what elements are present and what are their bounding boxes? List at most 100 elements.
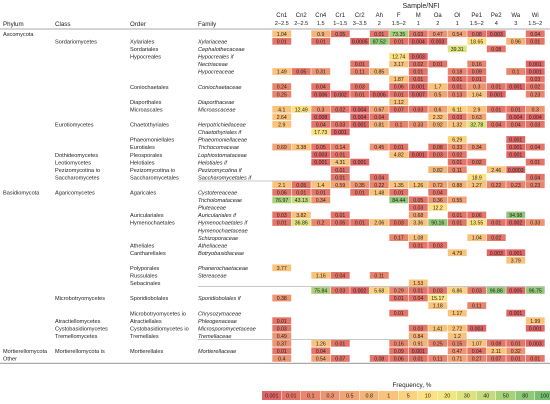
cell-value: 0.03 [277, 213, 287, 219]
heatmap-cell [467, 339, 487, 347]
cell-value: 0.22 [491, 183, 501, 189]
heatmap-cell [408, 347, 428, 355]
heatmap-cell [447, 287, 467, 294]
legend-swatch [281, 391, 301, 400]
heatmap-cell [369, 121, 389, 128]
heatmap-cell [525, 105, 545, 113]
heatmap-cell [350, 90, 370, 98]
heatmap-cell [330, 151, 350, 158]
column-nfi-label: 2 [436, 21, 439, 27]
heatmap-cell [311, 219, 331, 226]
cell-value: 1.32 [452, 122, 462, 128]
heatmap-cell [506, 181, 526, 189]
heatmap-cell [389, 181, 409, 189]
heatmap-cell [506, 113, 526, 121]
heatmap-cell [525, 113, 545, 121]
cell-value: 0.06 [277, 190, 287, 196]
row-class-label: Eurotiomycetes [55, 123, 94, 129]
row-phylum-label: Mortierellomycota [3, 349, 48, 355]
row-order-label: Atractiellales [130, 319, 162, 325]
cell-value: 0.01 [530, 160, 540, 166]
heatmap-cell [330, 128, 350, 136]
cell-value: 0.03 [413, 107, 423, 113]
cell-value: 2.9 [278, 122, 285, 128]
heatmap-cell [486, 105, 506, 113]
heatmap-cell [506, 151, 526, 158]
heatmap-cell [350, 181, 370, 189]
heatmap-cell [447, 68, 467, 75]
heatmap-cell [330, 143, 350, 151]
row-class-label: Leotiomycetes [55, 160, 91, 166]
heatmap-cell [330, 90, 350, 98]
row-class-label: Microbotryomycetes [55, 296, 105, 302]
heatmap-cell [291, 105, 311, 113]
legend-swatch [515, 391, 535, 400]
heatmap-cell [311, 37, 331, 45]
heatmap-cell [428, 204, 448, 211]
row-order-label: Russulales [130, 274, 158, 280]
cell-value: 0.08 [491, 341, 501, 347]
cell-value: 0.03 [452, 115, 462, 121]
cell-value: 0.008 [314, 115, 327, 121]
cell-value: 0.05 [413, 198, 423, 204]
heatmap-cell [330, 158, 350, 166]
cell-value: 0.07 [491, 357, 501, 363]
row-order-label: Microbotryomycetes io [130, 311, 186, 317]
heatmap-cell [408, 181, 428, 189]
row-order-label: Pezizomycotina io [130, 168, 175, 174]
heatmap-cell [350, 121, 370, 128]
heatmap-cell [486, 45, 506, 53]
heatmap-cell [311, 143, 331, 151]
heatmap-cell [291, 211, 311, 219]
heatmap-cell [428, 143, 448, 151]
cell-value: 0.01 [530, 357, 540, 363]
cell-value: 12.74 [392, 55, 405, 61]
cell-value: 94.98 [509, 213, 522, 219]
cell-value: 0.01 [413, 289, 423, 295]
heatmap-cell [350, 219, 370, 226]
heatmap-cell [350, 105, 370, 113]
cell-value: 0.49 [277, 334, 287, 340]
heatmap-cell [389, 347, 409, 355]
cell-value: 0.04 [491, 122, 501, 128]
legend-tick-label: 0.8 [366, 394, 374, 400]
heatmap-cell [408, 105, 428, 113]
legend-tick-label: 50 [503, 394, 509, 400]
cell-value: 0.01 [452, 85, 462, 91]
heatmap-cell [408, 68, 428, 75]
cell-value: 0.03 [433, 153, 443, 159]
cell-value: 12.2 [433, 206, 443, 212]
cell-value: 0.34 [316, 198, 326, 204]
cell-value: 0.05 [316, 145, 326, 151]
heatmap-cell [389, 90, 409, 98]
heatmap-cell [369, 173, 389, 181]
heatmap-cell [350, 37, 370, 45]
cell-value: 2.06 [374, 221, 384, 227]
legend-swatch [379, 391, 398, 400]
header-order: Order [130, 21, 146, 28]
cell-value: 0.001 [509, 138, 522, 144]
row-family-label: Stereaceae [198, 274, 227, 280]
heatmap-cell [428, 324, 448, 332]
heatmap-cell [428, 241, 448, 249]
cell-value: 0.01 [296, 190, 306, 196]
row-class-label: Cystobasidiomycetes [55, 326, 108, 332]
cell-value: 0.23 [511, 183, 521, 189]
heatmap-cell [272, 188, 292, 196]
column-header: Wa [511, 13, 520, 19]
cell-value: 2.11 [491, 349, 501, 355]
legend-swatch [437, 391, 457, 400]
cell-value: 0.03 [472, 289, 482, 295]
heatmap-cell [506, 211, 526, 219]
heatmap-cell [506, 355, 526, 362]
heatmap-cell [272, 324, 292, 332]
cell-value: 1.7 [434, 85, 441, 91]
row-order-label: Phaeomoniellales [130, 138, 174, 144]
heatmap-cell [330, 355, 350, 362]
column-header: Cn4 [315, 13, 327, 19]
legend-tick-label: 0.1 [307, 394, 315, 400]
row-order-label: Pleosporales [130, 153, 163, 159]
cell-value: 0.03 [530, 122, 540, 128]
column-header: Pe1 [471, 13, 482, 19]
row-family-label: Phaeomoniellaceae [198, 138, 247, 144]
